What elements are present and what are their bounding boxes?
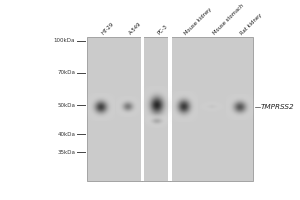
Text: Mouse stomach: Mouse stomach — [212, 3, 244, 36]
Bar — [141, 37, 144, 181]
Bar — [170, 37, 253, 181]
Bar — [142, 37, 170, 181]
Text: 40kDa: 40kDa — [57, 132, 75, 137]
Text: 50kDa: 50kDa — [57, 103, 75, 108]
Text: 35kDa: 35kDa — [57, 150, 75, 155]
Text: Rat kidney: Rat kidney — [239, 12, 263, 36]
Text: 70kDa: 70kDa — [57, 70, 75, 75]
Text: TMPRSS2: TMPRSS2 — [260, 104, 294, 110]
Bar — [87, 37, 142, 181]
Bar — [168, 37, 172, 181]
Text: HT-29: HT-29 — [101, 22, 115, 36]
Text: Mouse kidney: Mouse kidney — [184, 7, 213, 36]
Text: PC-3: PC-3 — [156, 24, 168, 36]
Text: 100kDa: 100kDa — [54, 38, 75, 43]
Text: A-549: A-549 — [128, 22, 143, 36]
